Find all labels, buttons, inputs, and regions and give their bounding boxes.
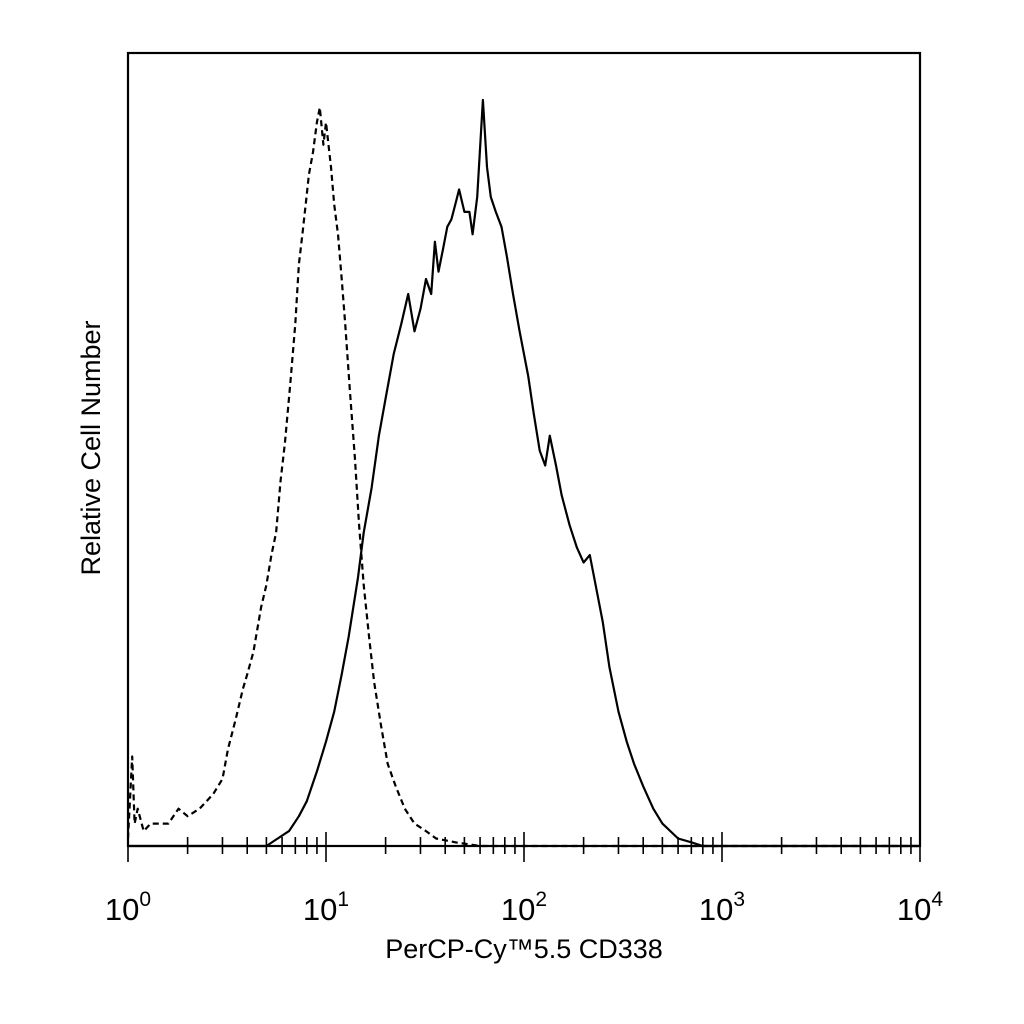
x-tick-label: 100 [105,888,151,927]
series-layer [126,98,920,848]
y-axis-label: Relative Cell Number [76,320,106,575]
stained-histogram [128,98,920,848]
control-histogram [126,106,920,848]
x-tick-label: 104 [897,888,943,927]
x-tick-label: 101 [303,888,349,927]
x-tick-label: 102 [501,888,547,927]
plot-frame [126,51,922,848]
x-tick-label: 103 [699,888,745,927]
x-axis-label: PerCP-Cy™5.5 CD338 [385,934,663,964]
x-axis-tick-labels: 100 101 102 103 104 [105,888,943,927]
